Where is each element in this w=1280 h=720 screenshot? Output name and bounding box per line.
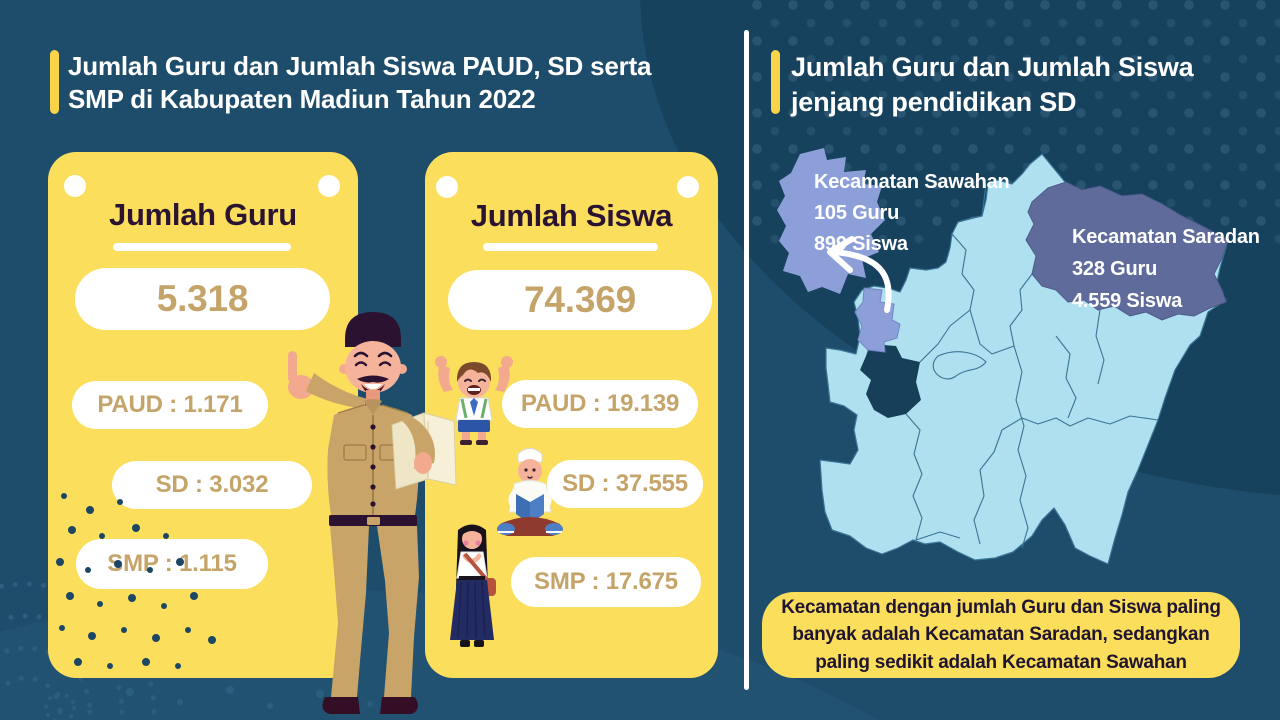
guru-card-hole-left xyxy=(64,175,86,197)
sawahan-label-siswa: 899 Siswa xyxy=(814,233,908,255)
dotted-rings-decoration xyxy=(0,581,157,720)
guru-card-title: Jumlah Guru xyxy=(109,197,297,232)
siswa-smp-pill: SMP : 17.675 xyxy=(511,557,701,607)
map-region-saradan xyxy=(1025,181,1229,321)
siswa-card-title: Jumlah Siswa xyxy=(470,198,673,233)
sawahan-arrow xyxy=(827,236,892,313)
siswa-total-pill: 74.369 xyxy=(448,270,712,330)
right-panel-title: Jumlah Guru dan Jumlah Siswa jenjang pen… xyxy=(791,52,1194,117)
map-region-dark-cutout xyxy=(860,344,921,418)
saradan-label-guru: 328 Guru xyxy=(1072,258,1158,280)
background-dots-decoration xyxy=(126,686,373,709)
teacher-illustration xyxy=(288,312,457,714)
madiun-regency-map xyxy=(777,148,1229,565)
saradan-label: Kecamatan Saradan 328 Guru 4.559 Siswa xyxy=(1072,221,1260,317)
left-panel-title: Jumlah Guru dan Jumlah Siswa PAUD, SD se… xyxy=(68,51,652,115)
card-dots-decoration xyxy=(56,493,216,669)
guru-total-pill: 5.318 xyxy=(75,268,330,330)
siswa-card-hole-left xyxy=(436,176,458,198)
right-title-accent-bar xyxy=(771,50,780,114)
guru-card-underline xyxy=(113,243,291,251)
saradan-label-name: Kecamatan Saradan xyxy=(1072,226,1260,248)
guru-sd-pill: SD : 3.032 xyxy=(112,461,312,509)
sawahan-label-name: Kecamatan Sawahan xyxy=(814,171,1010,193)
schoolgirl-illustration xyxy=(450,524,496,647)
left-title-accent-bar xyxy=(50,50,59,114)
conclusion-box: Kecamatan dengan jumlah Guru dan Siswa p… xyxy=(762,592,1240,678)
siswa-paud-pill: PAUD : 19.139 xyxy=(502,380,698,428)
reading-boy-illustration xyxy=(497,448,563,536)
saradan-label-siswa: 4.559 Siswa xyxy=(1072,290,1183,312)
guru-smp-pill: SMP : 1.115 xyxy=(76,539,268,589)
siswa-sd-pill: SD : 37.555 xyxy=(547,460,703,508)
sawahan-label-guru: 105 Guru xyxy=(814,202,900,224)
siswa-card-underline xyxy=(483,243,658,251)
sawahan-label: Kecamatan Sawahan 105 Guru 899 Siswa xyxy=(814,167,1010,260)
cheering-boy-illustration xyxy=(435,356,513,445)
guru-card-hole-right xyxy=(318,175,340,197)
guru-paud-pill: PAUD : 1.171 xyxy=(72,381,268,429)
siswa-card-hole-right xyxy=(677,176,699,198)
panel-divider xyxy=(744,30,749,690)
